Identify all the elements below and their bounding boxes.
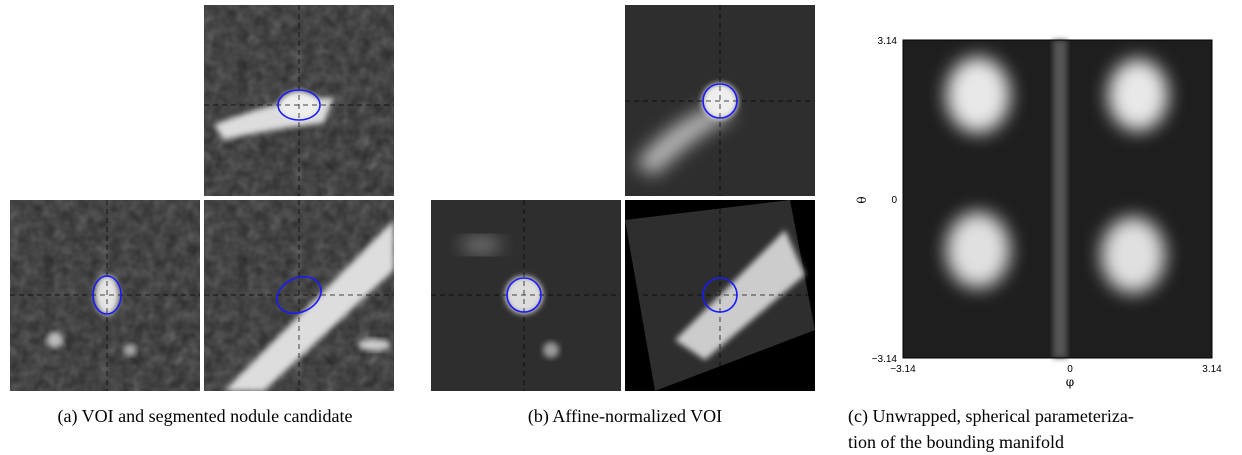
x-tick-label: 3.14 <box>1202 364 1222 375</box>
y-axis-label: θ <box>855 196 869 203</box>
image-a-top <box>204 5 394 196</box>
page: {"panels":[ {"caption":"(a) VOI and segm… <box>0 0 1242 455</box>
x-tick-label: −3.14 <box>890 364 916 375</box>
body: 3.14 0 −3.14 −3.14 0 3.14 θ φ (a) VOI an… <box>0 0 1242 455</box>
x-axis-label: φ <box>1066 375 1074 389</box>
caption: (a) VOI and segmented nodule candidate <box>57 406 352 427</box>
image-a-left <box>10 200 200 391</box>
image-b-top <box>625 5 815 196</box>
figure: 3.14 0 −3.14 −3.14 0 3.14 θ φ (a) VOI an… <box>0 0 1242 455</box>
y-tick-label: 3.14 <box>878 36 898 47</box>
image-a-right <box>204 200 394 391</box>
y-tick-label: 0 <box>891 195 897 206</box>
caption-line: (c) Unwrapped, spherical parameteriza- <box>848 406 1134 427</box>
image-b-right <box>625 200 815 391</box>
caption: (b) Affine-normalized VOI <box>528 406 722 427</box>
caption-line: tion of the bounding manifold <box>848 432 1064 452</box>
parameterization-plot <box>903 40 1212 358</box>
image-b-left <box>431 200 621 391</box>
x-tick-label: 0 <box>1067 364 1073 375</box>
